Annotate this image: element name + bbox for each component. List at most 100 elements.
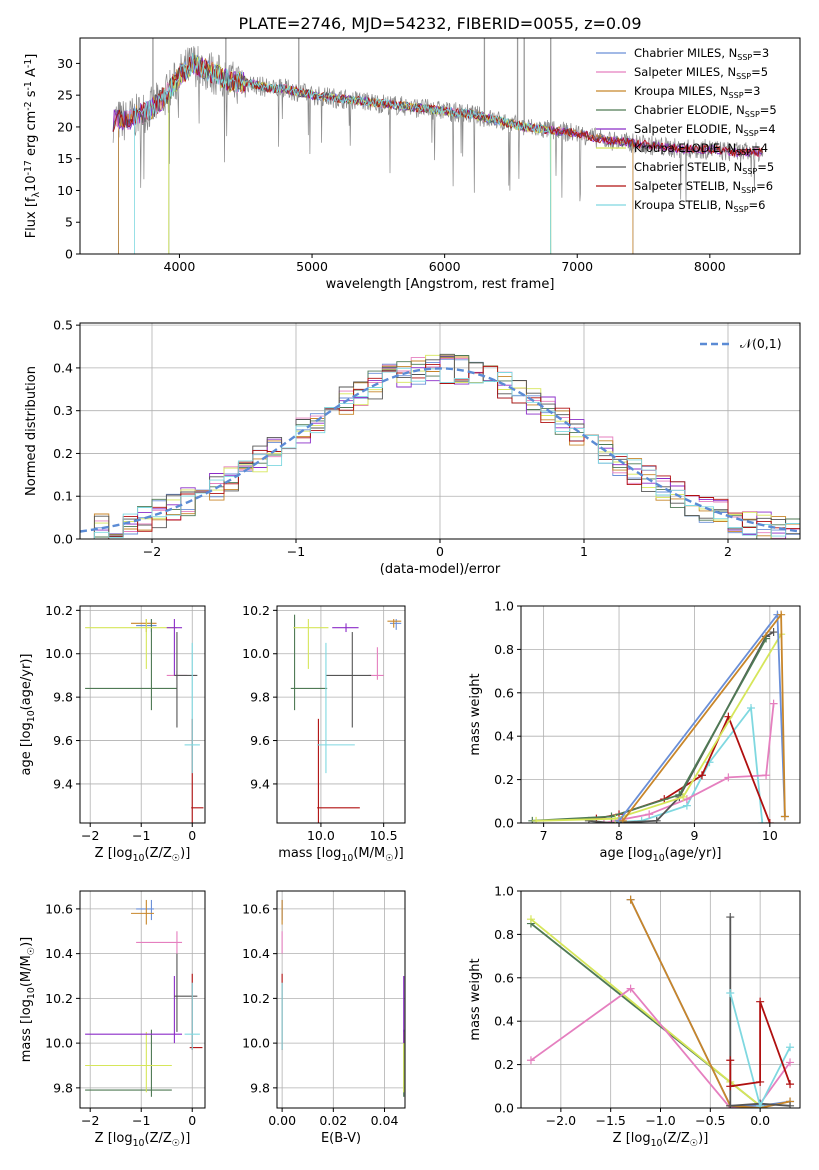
y-tick-label: 10.2	[45, 991, 73, 1006]
x-tick-label: 10	[762, 828, 778, 843]
label-part: mass [log	[278, 846, 341, 861]
legend-entry: Chabrier ELODIE, NSSP=5	[634, 103, 777, 119]
marker-plus	[626, 984, 635, 993]
y-tick-label: 10.0	[242, 646, 270, 661]
marker-plus	[756, 997, 765, 1006]
y-tick-label: 9.6	[250, 733, 270, 748]
y-tick-label: 0.4	[494, 1014, 514, 1029]
label-part: 𝒩(0,1)	[740, 336, 782, 351]
label-part: 10	[26, 987, 37, 999]
legend-sub: SSP	[741, 186, 756, 195]
legend-tail: =6	[756, 179, 773, 193]
label-part: (M/M	[19, 955, 34, 987]
label-part: )]	[394, 846, 404, 861]
marker-plus	[726, 1101, 735, 1108]
y-tick-label: 0.1	[53, 489, 73, 504]
y-axis-label: mass weight	[468, 958, 483, 1040]
marker-plus	[765, 819, 774, 823]
x-tick-label: 0.02	[319, 1113, 347, 1128]
y-tick-label: 0	[65, 247, 73, 262]
x-tick-label: 2	[724, 544, 732, 559]
x-axis-label: age [log10(age/yr)]	[600, 846, 722, 864]
y-tick-label: 0.2	[494, 1057, 514, 1072]
model-spectrum-salpeter-stelib	[112, 56, 763, 157]
x-tick-label: −1.5	[595, 1113, 625, 1128]
label-part: erg cm	[24, 111, 39, 160]
label-part: (data-model)/error	[380, 562, 501, 577]
label-part: age [log	[19, 722, 34, 775]
label-part: (Z/Z	[145, 846, 172, 861]
x-axis-label: mass [log10(M/M☉)]	[278, 846, 404, 864]
label-part: Z [log	[95, 1131, 133, 1146]
label-part: -2	[23, 101, 34, 110]
label-part: )]	[19, 937, 34, 947]
x-tick-label: 0	[188, 1113, 196, 1128]
marker-plus	[786, 1080, 795, 1089]
label-part: -1	[23, 81, 34, 90]
label-part: )]	[698, 1131, 708, 1146]
plot-area	[85, 619, 204, 823]
x-tick-label: −2	[143, 544, 161, 559]
legend-entry: Salpeter STELIB, NSSP=6	[634, 179, 773, 195]
label-part: age [log	[600, 846, 653, 861]
y-tick-label: 0.8	[494, 927, 514, 942]
y-tick-label: 9.6	[53, 733, 73, 748]
x-tick-label: −1.0	[645, 1113, 675, 1128]
marker-plus	[679, 792, 688, 801]
y-tick-label: 0.4	[494, 729, 514, 744]
x-tick-label: −1	[287, 544, 305, 559]
x-tick-label: −1	[132, 1113, 150, 1128]
x-axis-label: Z [log10(Z/Z☉)]	[613, 1131, 709, 1149]
y-tick-label: 9.8	[250, 690, 270, 705]
y-tick-label: 9.8	[250, 1080, 270, 1095]
y-tick-label: 25	[57, 88, 73, 103]
marker-plus	[780, 812, 789, 821]
y-tick-label: 0.0	[494, 816, 514, 831]
y-tick-label: 15	[57, 151, 73, 166]
legend-text: Salpeter ELODIE, N	[634, 122, 744, 136]
label-part: 10	[653, 853, 665, 864]
y-tick-label: 10.0	[45, 646, 73, 661]
panel-residuals: −2 −1 0 1 2 0.0 0.1 0.2 0.3 0.4 0.5 (data-model)/er…	[24, 318, 801, 577]
label-part: ☉	[385, 853, 393, 864]
legend-tail: =5	[760, 103, 777, 117]
legend-sub: SSP	[729, 91, 744, 100]
panel-mass-vs-metallicity: −2 −1 09.810.010.210.410.6Z [log10(Z/Z☉)]m…	[19, 890, 206, 1149]
marker-plus	[626, 895, 635, 904]
x-tick-label: −2	[81, 828, 99, 843]
y-tick-label: 0.0	[53, 532, 73, 547]
label-part: (Z/Z	[663, 1131, 690, 1146]
legend-sub: SSP	[737, 53, 752, 62]
plot-area	[526, 895, 795, 1108]
x-axis-label: (data-model)/error	[380, 562, 501, 577]
y-tick-label: 10.2	[45, 603, 73, 618]
x-tick-label: 5000	[296, 259, 328, 274]
x-tick-label: −2	[81, 1113, 99, 1128]
label-part: -17	[23, 160, 34, 175]
y-tick-label: 0.2	[494, 772, 514, 787]
legend-tail: =5	[757, 160, 774, 174]
panel-spectrum: 4000 5000 6000 7000 8000 0 5 10 15 20 25 30 waveleng…	[23, 37, 801, 292]
y-tick-label: 10.2	[242, 603, 270, 618]
label-part: 10	[24, 175, 39, 192]
model-spectrum-kroupa-stelib	[134, 52, 552, 254]
label-part: Z [log	[95, 846, 133, 861]
marker-plus	[726, 988, 735, 997]
marker-plus	[724, 773, 733, 782]
label-part: E(B-V)	[321, 1131, 361, 1146]
label-part: 10	[341, 853, 353, 864]
y-axis-label: age [log10(age/yr)]	[19, 654, 37, 776]
histogram-kroupa-stelib	[80, 367, 800, 539]
axes-frame	[79, 605, 206, 824]
y-tick-label: 0.2	[53, 446, 73, 461]
legend-text: Kroupa ELODIE, N	[634, 141, 736, 155]
label-part: ☉	[172, 853, 180, 864]
label-part: 10	[26, 710, 37, 722]
legend-tail: =4	[759, 122, 776, 136]
y-tick-label: 0.6	[494, 685, 514, 700]
x-axis-label: Z [log10(Z/Z☉)]	[95, 1131, 191, 1149]
legend-sub: SSP	[736, 148, 751, 157]
y-tick-label: 10.2	[242, 991, 270, 1006]
